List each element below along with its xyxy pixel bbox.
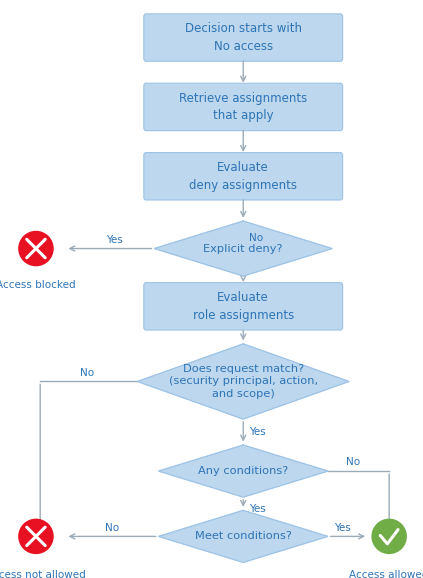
Polygon shape — [159, 510, 328, 562]
Polygon shape — [137, 344, 349, 419]
Text: Evaluate
deny assignments: Evaluate deny assignments — [189, 161, 297, 191]
Text: Yes: Yes — [106, 235, 123, 245]
Text: Yes: Yes — [249, 503, 266, 514]
Text: Explicit deny?: Explicit deny? — [203, 243, 283, 254]
Text: Evaluate
role assignments: Evaluate role assignments — [192, 291, 294, 321]
FancyBboxPatch shape — [144, 153, 343, 200]
Polygon shape — [159, 445, 328, 497]
Text: Yes: Yes — [334, 523, 351, 533]
Text: Access blocked: Access blocked — [0, 280, 76, 290]
Ellipse shape — [371, 518, 407, 554]
Text: Retrieve assignments
that apply: Retrieve assignments that apply — [179, 92, 308, 122]
Text: Decision starts with
No access: Decision starts with No access — [185, 23, 302, 53]
Text: Access not allowed: Access not allowed — [0, 570, 86, 578]
Text: No: No — [105, 523, 119, 533]
FancyBboxPatch shape — [144, 83, 343, 131]
Text: No: No — [249, 233, 263, 243]
Text: No: No — [80, 368, 94, 378]
Text: Yes: Yes — [249, 427, 266, 438]
Text: Does request match?
(security principal, action,
and scope): Does request match? (security principal,… — [169, 364, 318, 399]
FancyBboxPatch shape — [144, 283, 343, 330]
Polygon shape — [154, 221, 332, 276]
Ellipse shape — [18, 231, 54, 266]
Text: No: No — [346, 457, 360, 468]
Ellipse shape — [18, 518, 54, 554]
Text: Any conditions?: Any conditions? — [198, 466, 288, 476]
Text: Access allowed: Access allowed — [349, 570, 423, 578]
Text: Meet conditions?: Meet conditions? — [195, 531, 292, 542]
FancyBboxPatch shape — [144, 14, 343, 61]
